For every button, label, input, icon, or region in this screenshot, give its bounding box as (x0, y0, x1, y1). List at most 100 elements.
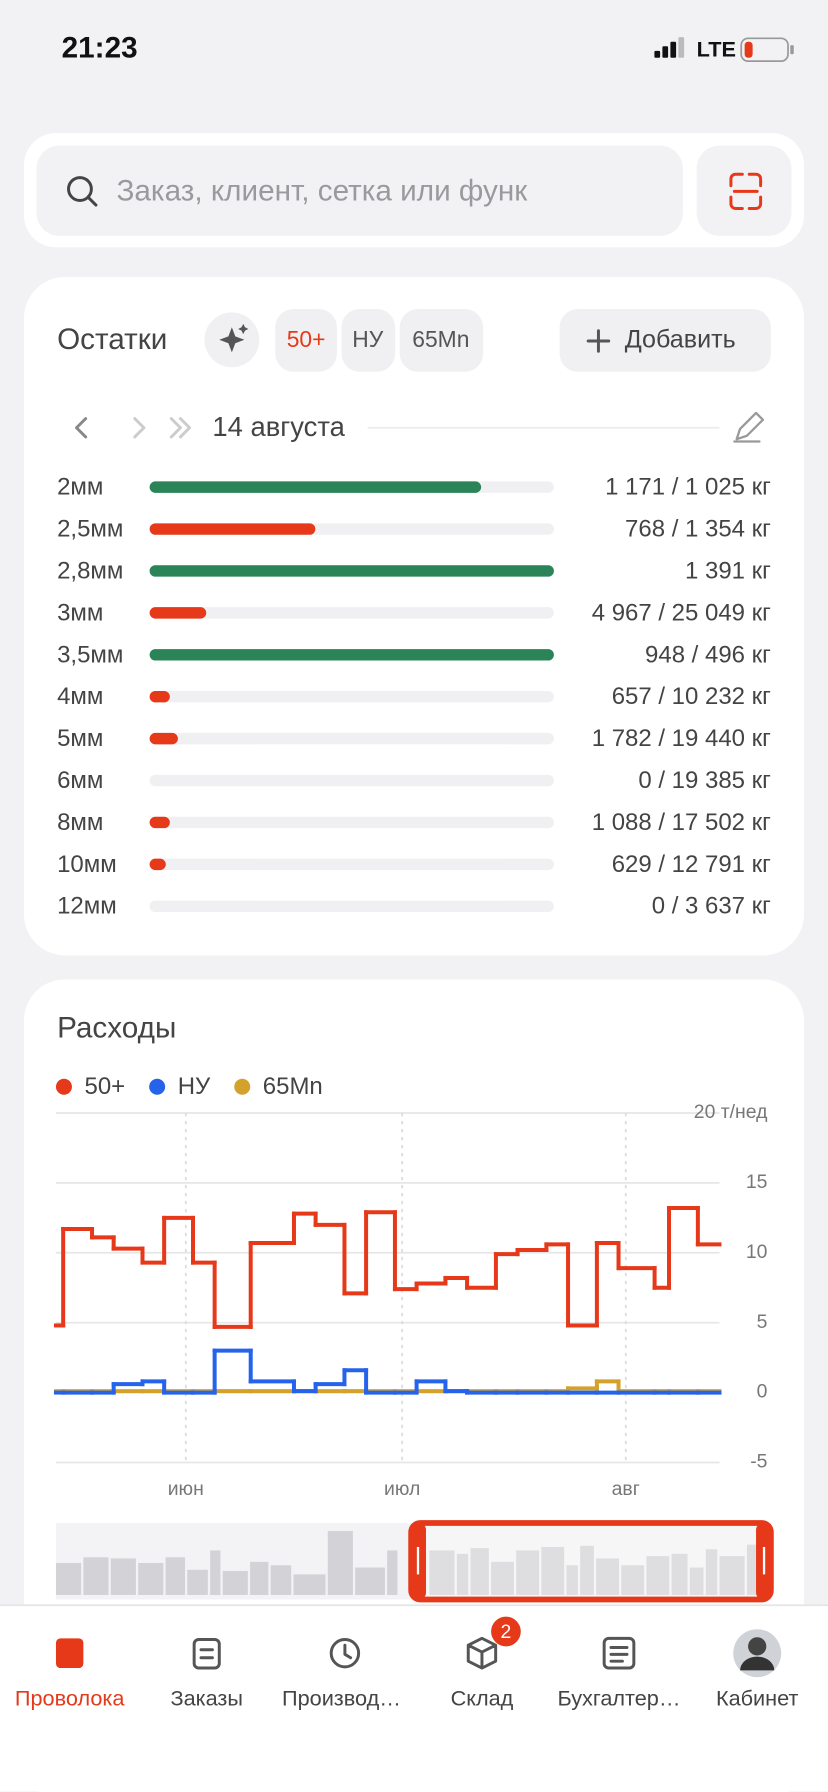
tab-icon (55, 1638, 84, 1669)
row-value: 4 967 / 25 049 кг (592, 599, 771, 626)
bar (149, 816, 170, 829)
row-value: 1 171 / 1 025 кг (605, 474, 771, 501)
signal-icon (654, 37, 685, 58)
bar-track (149, 900, 554, 912)
tab-icon (602, 1636, 636, 1670)
tab-label[interactable]: Склад (451, 1686, 514, 1711)
row-value: 629 / 12 791 кг (612, 851, 771, 878)
legend-label: 50+ (85, 1073, 126, 1100)
x-tick-label: авг (612, 1478, 640, 1500)
tab-label[interactable]: Бухгалтер… (557, 1686, 680, 1711)
bar-track (149, 774, 554, 787)
add-button-label: Добавить (625, 326, 736, 354)
next-icon[interactable] (133, 417, 146, 439)
status-time: 21:23 (62, 32, 138, 65)
bar-track (149, 816, 554, 829)
bar (149, 732, 178, 745)
bar (149, 649, 554, 661)
legend-dot (55, 1078, 72, 1095)
x-tick-label: июл (384, 1478, 420, 1500)
chip-label: 65Mn (412, 326, 469, 352)
y-tick-label: 20 т/нед (694, 1101, 768, 1123)
row-name: 4мм (57, 683, 103, 710)
search-input[interactable] (36, 145, 683, 236)
prev-icon[interactable] (75, 417, 88, 439)
row-value: 1 391 кг (685, 557, 771, 584)
row-value: 1 782 / 19 440 кг (592, 725, 771, 752)
y-tick-label: 5 (757, 1311, 768, 1333)
row-name: 5мм (57, 725, 103, 752)
last-icon[interactable] (169, 417, 192, 439)
plus-icon (586, 329, 611, 353)
bar (149, 523, 316, 535)
y-tick-label: 10 (746, 1241, 768, 1263)
navigator (55, 1520, 774, 1603)
row-name: 2,5мм (57, 516, 123, 543)
tab-icon (329, 1638, 361, 1669)
badge-count: 2 (501, 1621, 512, 1643)
row-value: 0 / 19 385 кг (638, 767, 771, 794)
row-value: 948 / 496 кг (645, 641, 771, 668)
row-name: 3,5мм (57, 641, 123, 668)
status-network: LTE (697, 37, 736, 62)
tab-label[interactable]: Заказы (170, 1686, 242, 1711)
bar (149, 858, 166, 871)
chip[interactable] (275, 308, 337, 372)
bar-track (149, 858, 554, 871)
chip-label: НУ (352, 326, 383, 352)
stock-title: Остатки (57, 323, 167, 356)
row-value: 1 088 / 17 502 кг (592, 809, 771, 836)
row-name: 12мм (57, 893, 117, 920)
bar (149, 565, 554, 577)
chart-title: Расходы (57, 1011, 176, 1044)
row-name: 2мм (57, 474, 103, 501)
search-icon (67, 176, 98, 207)
row-name: 2,8мм (57, 557, 123, 584)
legend-label: 65Mn (263, 1073, 323, 1100)
series (53, 1348, 722, 1395)
add-button[interactable] (559, 308, 771, 372)
legend-label: НУ (178, 1073, 211, 1100)
row-name: 10мм (57, 851, 117, 878)
row-value: 768 / 1 354 кг (625, 516, 771, 543)
bar-track (149, 607, 554, 619)
legend-dot (149, 1078, 166, 1095)
row-name: 6мм (57, 767, 103, 794)
scan-icon (729, 172, 763, 210)
row-value: 0 / 3 637 кг (652, 893, 771, 920)
tab-label[interactable]: Производ… (282, 1686, 401, 1711)
y-tick-label: 0 (757, 1381, 768, 1403)
chip[interactable] (341, 308, 396, 372)
tabs: Проволока Заказы Производ… Склад Бухгалтер… К… (15, 1686, 799, 1711)
bar-track (149, 732, 554, 745)
row-name: 8мм (57, 809, 103, 836)
stock-rows: 2мм 1 171 / 1 025 кг 2,5мм 768 / 1 354 кг 2,… (57, 474, 771, 920)
row-value: 657 / 10 232 кг (612, 683, 771, 710)
tab-bar (0, 1605, 828, 1792)
avatar (733, 1629, 782, 1678)
tab-icon (192, 1638, 221, 1670)
sparkle-icon (219, 323, 249, 353)
navigator-window[interactable] (408, 1520, 774, 1603)
legend-dot (234, 1078, 251, 1095)
bar (149, 690, 170, 703)
battery-icon (740, 37, 794, 63)
search-clip: Заказ, клиент, сетка или функ (116, 174, 528, 207)
chip-label: 50+ (287, 326, 326, 352)
y-tick-label: 15 (746, 1171, 768, 1193)
tab-label[interactable]: Проволока (15, 1686, 125, 1711)
search-placeholder: Заказ, клиент, сетка или функ (116, 174, 528, 207)
series (53, 1206, 722, 1329)
x-tick-label: июн (168, 1478, 204, 1500)
edit-icon[interactable] (733, 411, 765, 443)
bar (149, 607, 207, 619)
bar-track (149, 690, 554, 703)
y-tick-label: -5 (750, 1451, 767, 1473)
chip[interactable] (399, 308, 484, 372)
tab-label[interactable]: Кабинет (716, 1686, 799, 1711)
bar (149, 481, 482, 493)
badge (491, 1616, 521, 1647)
tab-icon (466, 1636, 498, 1670)
